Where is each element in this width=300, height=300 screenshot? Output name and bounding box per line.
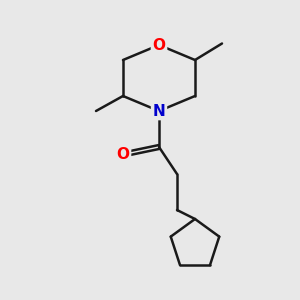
- Text: O: O: [152, 38, 166, 52]
- Text: N: N: [153, 103, 165, 118]
- Text: O: O: [116, 147, 130, 162]
